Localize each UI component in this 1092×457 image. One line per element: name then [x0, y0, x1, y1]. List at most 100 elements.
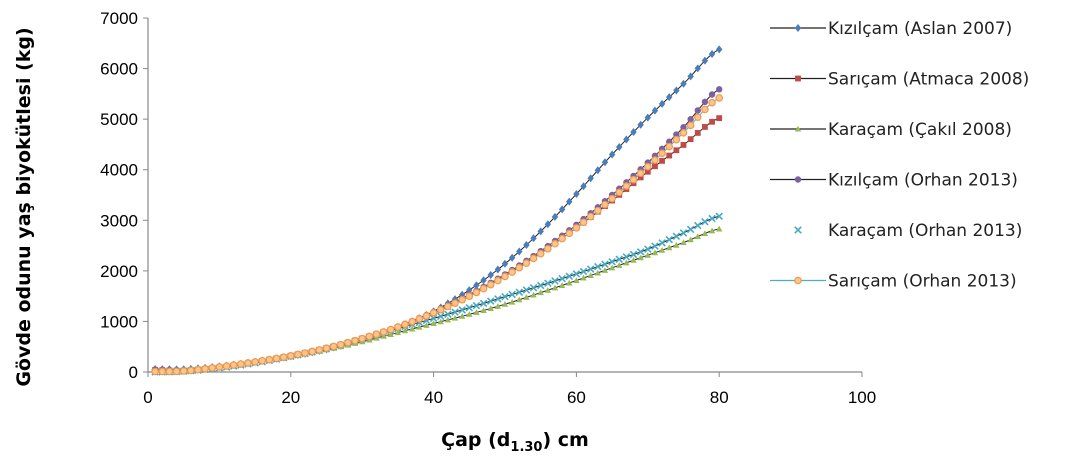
data-point — [380, 333, 387, 339]
data-point — [673, 241, 680, 248]
y-tick-label: 1000 — [100, 312, 138, 331]
data-point — [466, 311, 473, 317]
data-point — [244, 359, 252, 367]
data-point — [172, 367, 181, 376]
data-point — [501, 292, 509, 301]
data-point — [687, 136, 694, 143]
data-point — [544, 279, 552, 288]
data-point — [716, 115, 723, 122]
data-point — [336, 340, 345, 349]
data-point — [665, 235, 673, 244]
data-point — [708, 227, 716, 234]
data-point — [429, 314, 438, 323]
data-point — [415, 314, 424, 323]
data-point — [480, 307, 487, 314]
data-point — [566, 279, 573, 286]
series-line — [155, 48, 720, 370]
x-tick-label: 60 — [567, 388, 586, 407]
data-point — [358, 334, 367, 343]
data-point — [508, 253, 516, 262]
data-point — [673, 131, 680, 138]
data-point — [715, 94, 724, 102]
data-point — [465, 304, 474, 312]
data-point — [529, 254, 538, 263]
data-point — [716, 45, 723, 54]
data-point — [651, 242, 659, 250]
data-point — [194, 365, 202, 374]
data-point — [701, 230, 709, 236]
data-point — [601, 260, 609, 268]
data-point — [694, 64, 701, 73]
data-point — [158, 367, 167, 376]
data-point — [658, 246, 666, 253]
data-point — [508, 298, 516, 305]
data-point — [551, 277, 559, 285]
data-point — [537, 289, 544, 296]
data-point — [436, 305, 445, 314]
data-point — [344, 338, 352, 347]
data-point — [594, 262, 602, 271]
data-point — [666, 93, 673, 102]
data-point — [458, 295, 466, 304]
data-point — [644, 245, 652, 253]
data-point — [587, 272, 594, 279]
data-point — [494, 265, 502, 274]
data-point — [480, 276, 487, 285]
data-point — [458, 313, 466, 319]
data-point — [629, 250, 638, 259]
data-point — [537, 227, 544, 236]
y-tick-label: 6000 — [100, 60, 138, 79]
x-axis-title-main: Çap (d — [441, 429, 510, 451]
data-point — [709, 118, 715, 125]
data-point — [279, 353, 288, 361]
data-point — [573, 277, 580, 284]
legend: Kızılçam (Aslan 2007) Sarıçam (Atmaca 200… — [770, 19, 1029, 292]
data-point — [486, 297, 495, 305]
data-point — [451, 314, 459, 321]
data-point — [716, 86, 723, 93]
data-point — [601, 158, 609, 167]
data-point — [508, 268, 516, 276]
data-point — [486, 280, 495, 289]
data-point — [586, 265, 595, 273]
data-point — [701, 98, 709, 106]
data-point — [458, 306, 466, 314]
data-point — [672, 135, 681, 144]
data-point — [544, 287, 552, 293]
data-point — [351, 336, 359, 345]
data-point — [630, 257, 637, 263]
data-point — [658, 149, 666, 158]
data-point — [437, 318, 444, 325]
data-point — [680, 124, 687, 131]
data-point — [494, 295, 502, 303]
data-point — [258, 356, 267, 365]
legend-label: Sarıçam (Orhan 2013) — [828, 272, 1017, 292]
data-point — [580, 274, 587, 281]
data-point — [636, 248, 645, 256]
data-point — [479, 299, 488, 308]
data-point — [652, 163, 658, 170]
x-ticks: 0 20 40 60 80 100 — [143, 372, 876, 407]
data-point — [329, 342, 338, 351]
data-point — [687, 72, 694, 81]
data-point — [694, 233, 701, 240]
data-point — [572, 224, 581, 232]
data-point — [494, 303, 502, 309]
data-point — [322, 344, 331, 353]
data-point — [558, 282, 566, 288]
data-point — [401, 320, 409, 329]
data-point — [429, 309, 438, 317]
data-point — [451, 308, 459, 316]
data-point — [416, 323, 423, 330]
data-point — [594, 269, 602, 276]
data-point — [701, 217, 709, 226]
data-point — [551, 239, 559, 248]
data-point — [379, 328, 388, 336]
legend-item: Karaçam (Çakıl 2008) — [770, 120, 1012, 140]
data-point — [622, 253, 631, 261]
data-point — [536, 281, 545, 290]
data-point — [436, 312, 445, 321]
data-point — [487, 305, 494, 311]
legend-item: Karaçam (Orhan 2013) — [794, 221, 1022, 241]
data-point — [451, 299, 459, 307]
